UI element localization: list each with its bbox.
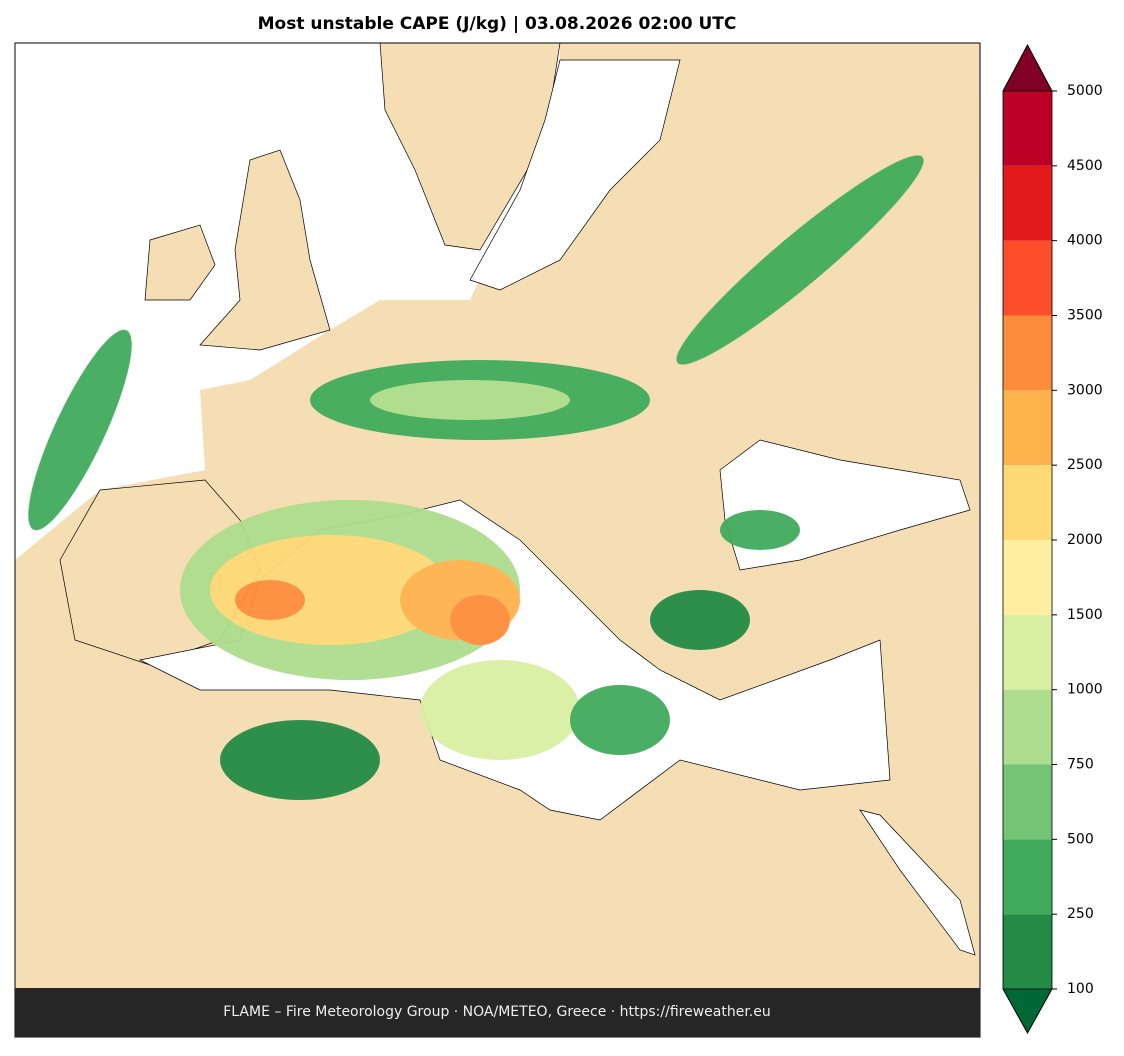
colorbar-tick-label: 1000 xyxy=(1067,682,1103,698)
colorbar-segment xyxy=(1003,839,1052,915)
colorbar-tick-label: 1500 xyxy=(1067,607,1103,623)
colorbar-tick-label: 3500 xyxy=(1067,308,1103,324)
colorbar-over xyxy=(1002,44,1053,92)
colorbar-tick-label: 3000 xyxy=(1067,382,1103,398)
colorbar-tick-label: 4500 xyxy=(1067,158,1103,174)
colorbar-segment xyxy=(1003,764,1052,840)
colorbar-under xyxy=(1002,988,1053,1034)
colorbar: 100 250 500 750 1000 1500 2000 2500 3000 3500 4000… xyxy=(1002,44,1103,1034)
footer-credit: FLAME – Fire Meteorology Group · NOA/MET… xyxy=(223,1004,771,1020)
colorbar-tick-label: 500 xyxy=(1067,831,1094,847)
colorbar-segment xyxy=(1003,614,1052,690)
colorbar-tick-label: 250 xyxy=(1067,906,1094,922)
colorbar-segment xyxy=(1003,165,1052,241)
colorbar-segment xyxy=(1003,914,1052,989)
colorbar-segment xyxy=(1003,91,1052,166)
colorbar-segment xyxy=(1003,390,1052,466)
colorbar-segment xyxy=(1003,540,1052,615)
map-title: Most unstable CAPE (J/kg) | 03.08.2026 0… xyxy=(258,14,737,34)
colorbar-segment xyxy=(1003,465,1052,540)
colorbar-tick-label: 5000 xyxy=(1067,83,1103,99)
map: FLAME – Fire Meteorology Group · NOA/MET… xyxy=(14,42,981,1038)
colorbar-tick-label: 2000 xyxy=(1067,532,1103,548)
colorbar-tick-label: 4000 xyxy=(1067,233,1103,249)
colorbar-segment xyxy=(1003,240,1052,316)
colorbar-segment xyxy=(1003,315,1052,391)
colorbar-tick-label: 750 xyxy=(1067,757,1094,773)
colorbar-segment xyxy=(1003,689,1052,765)
colorbar-tick-label: 100 xyxy=(1067,981,1094,997)
colorbar-tick-label: 2500 xyxy=(1067,457,1103,473)
